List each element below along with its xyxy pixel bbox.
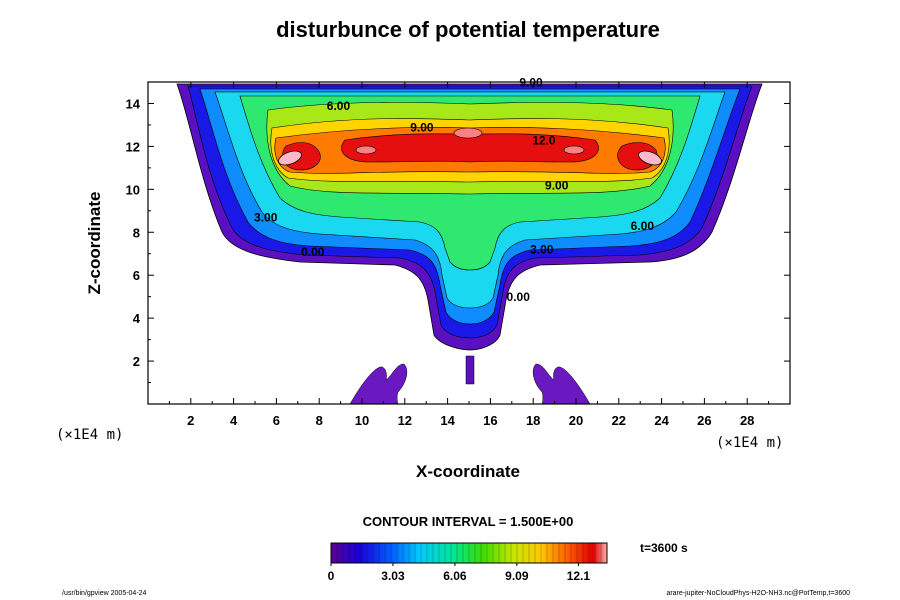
colorbar-tick-label: 0 [328, 569, 335, 583]
colorbar-tick-label: 12.1 [567, 569, 591, 583]
x-tick-label: 14 [440, 413, 455, 428]
plume-right [532, 363, 591, 404]
x-tick-label: 18 [526, 413, 540, 428]
plume-center [465, 355, 475, 385]
colorbar-ticks: 0 3.03 6.06 9.09 12.1 [328, 563, 591, 583]
hot-spot-left [278, 150, 302, 166]
y-tick-label: 8 [133, 225, 140, 240]
y-tick-label: 2 [133, 354, 140, 369]
x-tick-label: 16 [483, 413, 497, 428]
footer-left: /usr/bin/gpview 2005-04-24 [62, 590, 147, 597]
contour-label: 3.00 [254, 211, 278, 225]
x-axis-label: X-coordinate [416, 462, 520, 481]
colorbar-stripes [336, 543, 602, 563]
footer-right: arare-jupiter-NoCloudPhys-H2O-NH3.nc@Pot… [666, 590, 850, 597]
x-tick-label: 12 [398, 413, 412, 428]
y-axis-label: Z-coordinate [85, 192, 104, 295]
x-tick-label: 4 [230, 413, 238, 428]
colorbar-tick-label: 6.06 [443, 569, 467, 583]
x-tick-label: 10 [355, 413, 369, 428]
x-axis: 2 4 6 8 10 12 14 16 18 20 22 24 26 28 [168, 82, 770, 428]
hot-spot-center-left [355, 145, 377, 155]
hot-spot-center [453, 127, 483, 139]
contour-label: 3.00 [530, 243, 554, 257]
contour-label: 0.00 [507, 290, 531, 304]
contour-label: 12.0 [532, 133, 556, 147]
x-unit-right: (×1E4 m) [716, 435, 783, 451]
y-tick-label: 12 [126, 139, 140, 154]
chart-title: disturbunce of potential temperature [276, 17, 660, 42]
plume-left [349, 363, 408, 404]
x-tick-label: 24 [654, 413, 669, 428]
x-tick-label: 22 [612, 413, 626, 428]
contour-label: 9.00 [545, 178, 569, 192]
y-tick-label: 14 [126, 96, 141, 111]
y-tick-label: 10 [126, 182, 140, 197]
contour-interval: CONTOUR INTERVAL = 1.500E+00 [363, 514, 574, 529]
y-tick-label: 4 [133, 311, 141, 326]
colorbar-tick-label: 3.03 [381, 569, 405, 583]
x-tick-label: 8 [316, 413, 323, 428]
x-tick-label: 28 [740, 413, 754, 428]
x-tick-label: 2 [187, 413, 194, 428]
contour-label: 6.00 [327, 99, 351, 113]
time-label: t=3600 s [640, 541, 688, 555]
contour-label: 9.00 [410, 120, 434, 134]
x-tick-label: 26 [697, 413, 711, 428]
hot-spot-center-right [563, 145, 585, 155]
hot-spot-right [638, 150, 662, 166]
contour-label: 0.00 [301, 245, 325, 259]
colorbar [330, 542, 608, 564]
y-tick-label: 6 [133, 268, 140, 283]
field-layer [176, 83, 763, 404]
x-unit-left: (×1E4 m) [56, 427, 123, 443]
x-tick-label: 20 [569, 413, 583, 428]
contour-label: 6.00 [631, 219, 655, 233]
x-tick-label: 6 [273, 413, 280, 428]
colorbar-tick-label: 9.09 [505, 569, 529, 583]
y-axis: 2 4 6 8 10 12 14 [126, 96, 790, 384]
